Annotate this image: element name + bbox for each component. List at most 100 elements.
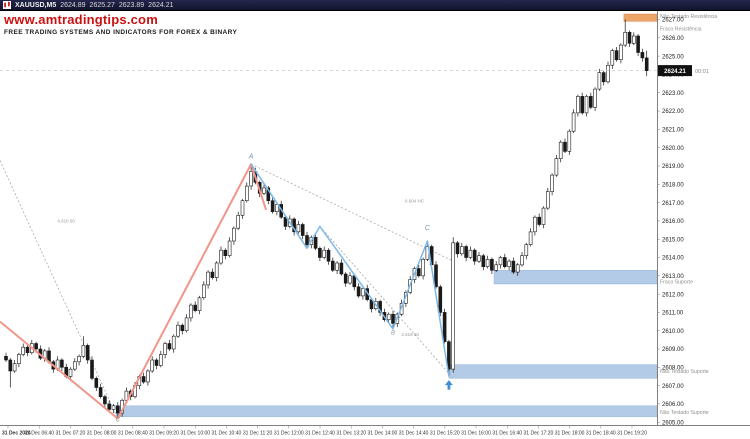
candle[interactable]: [606, 64, 610, 83]
candle[interactable]: [249, 171, 253, 187]
dotted-trendline[interactable]: [250, 163, 454, 262]
candle[interactable]: [459, 246, 464, 255]
candle[interactable]: [189, 304, 193, 319]
candle[interactable]: [245, 185, 249, 202]
candle[interactable]: [159, 354, 163, 366]
candle[interactable]: [386, 313, 391, 321]
candle[interactable]: [296, 224, 301, 233]
candle[interactable]: [180, 324, 185, 332]
candle[interactable]: [416, 268, 421, 277]
candle[interactable]: [614, 50, 619, 61]
candle[interactable]: [528, 231, 533, 245]
candle[interactable]: [326, 249, 331, 262]
candle[interactable]: [210, 271, 215, 278]
price-chart[interactable]: Não Testado Resistência Fraco Resistência…: [0, 11, 750, 439]
candle[interactable]: [154, 359, 159, 366]
candle[interactable]: [77, 355, 81, 363]
candle[interactable]: [477, 255, 481, 262]
candle[interactable]: [12, 363, 17, 372]
candle[interactable]: [361, 288, 365, 297]
candle[interactable]: [141, 376, 146, 383]
candle[interactable]: [163, 343, 167, 355]
candle[interactable]: [619, 44, 623, 60]
candle[interactable]: [631, 35, 636, 44]
candle[interactable]: [197, 297, 202, 311]
candle[interactable]: [593, 88, 597, 108]
candle[interactable]: [533, 216, 537, 233]
candle[interactable]: [481, 255, 486, 267]
candle[interactable]: [343, 273, 348, 284]
dotted-trendline[interactable]: [0, 160, 119, 419]
zone-resistance[interactable]: [623, 13, 658, 22]
candle[interactable]: [391, 313, 395, 324]
candle[interactable]: [322, 249, 327, 258]
candle[interactable]: [636, 35, 640, 53]
candle[interactable]: [300, 224, 305, 236]
candle[interactable]: [623, 31, 628, 46]
candle[interactable]: [511, 260, 516, 273]
candle[interactable]: [464, 246, 468, 258]
candle[interactable]: [571, 112, 576, 132]
candle[interactable]: [81, 345, 86, 357]
candle[interactable]: [537, 216, 542, 225]
candle[interactable]: [73, 361, 77, 370]
zigzag-major[interactable]: [0, 163, 268, 420]
candle[interactable]: [171, 335, 176, 350]
zigzag-minor[interactable]: [250, 163, 450, 377]
candle[interactable]: [455, 242, 460, 255]
candle[interactable]: [4, 355, 8, 361]
candle[interactable]: [266, 187, 271, 201]
candle[interactable]: [545, 191, 550, 209]
zone-support[interactable]: [115, 405, 658, 418]
buy-signal-arrow[interactable]: [444, 380, 453, 390]
candle[interactable]: [116, 405, 120, 414]
candle[interactable]: [150, 359, 154, 372]
candle[interactable]: [563, 141, 567, 152]
candle[interactable]: [584, 96, 589, 114]
candle[interactable]: [98, 387, 103, 397]
dotted-trendline[interactable]: [319, 226, 454, 379]
candle[interactable]: [550, 174, 554, 192]
candle[interactable]: [176, 324, 180, 337]
candle[interactable]: [520, 255, 524, 266]
candle[interactable]: [339, 262, 344, 275]
candle[interactable]: [597, 72, 602, 90]
candle[interactable]: [588, 96, 593, 108]
candle[interactable]: [305, 235, 309, 245]
candle[interactable]: [193, 304, 197, 311]
candle[interactable]: [485, 259, 490, 267]
candle[interactable]: [627, 31, 632, 44]
candle[interactable]: [313, 237, 318, 249]
candle[interactable]: [335, 262, 339, 271]
candle[interactable]: [576, 96, 580, 114]
candle[interactable]: [202, 284, 206, 298]
candle[interactable]: [644, 57, 649, 72]
candle[interactable]: [318, 248, 322, 258]
candle[interactable]: [34, 343, 38, 350]
candle[interactable]: [447, 341, 451, 370]
candle[interactable]: [640, 52, 645, 59]
candle[interactable]: [567, 130, 572, 152]
candle[interactable]: [103, 396, 107, 405]
candle[interactable]: [507, 260, 511, 267]
candle[interactable]: [468, 249, 473, 258]
candle[interactable]: [502, 257, 507, 267]
candle[interactable]: [85, 345, 90, 361]
candle[interactable]: [17, 354, 21, 364]
chart-titlebar[interactable]: XAUUSD,M5 2624.89 2625.27 2623.89 2624.2…: [0, 0, 750, 11]
candle[interactable]: [214, 262, 219, 278]
candle[interactable]: [330, 260, 335, 271]
candle[interactable]: [421, 259, 425, 277]
candle[interactable]: [236, 215, 240, 229]
zone-support[interactable]: [448, 364, 658, 379]
candle[interactable]: [498, 257, 503, 266]
candle[interactable]: [494, 264, 499, 271]
candle[interactable]: [107, 403, 111, 410]
candle[interactable]: [541, 207, 546, 225]
candle[interactable]: [438, 286, 443, 313]
candle[interactable]: [472, 249, 477, 262]
candle[interactable]: [167, 343, 172, 350]
candle[interactable]: [580, 96, 585, 114]
candle[interactable]: [219, 249, 223, 264]
candle[interactable]: [262, 187, 266, 194]
